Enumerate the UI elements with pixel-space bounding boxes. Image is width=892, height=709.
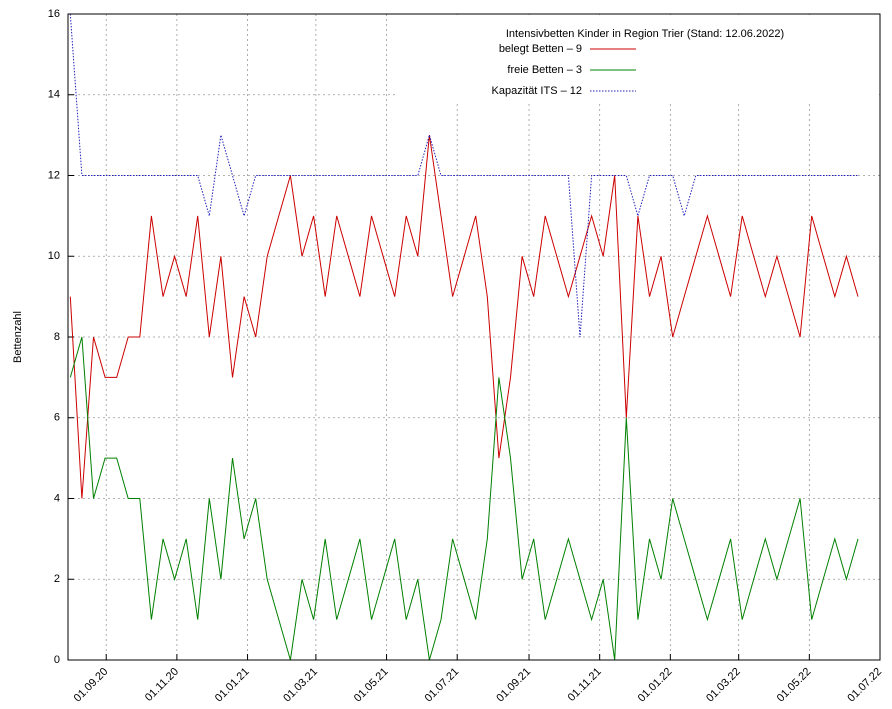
series-line xyxy=(69,13,858,338)
legend-label: belegt Betten – 9 xyxy=(499,43,582,55)
x-tick-label: 01.11.21 xyxy=(566,666,604,704)
y-tick-label: 16 xyxy=(48,8,60,20)
y-tick-label: 6 xyxy=(54,412,60,424)
series-line xyxy=(69,336,859,661)
plot-border xyxy=(67,13,881,661)
legend-label: Kapazität ITS – 12 xyxy=(492,85,583,97)
y-tick-label: 4 xyxy=(54,492,60,504)
x-tick-label: 01.05.21 xyxy=(352,666,391,705)
x-tick-label: 01.03.22 xyxy=(704,666,743,705)
legend-label: freie Betten – 3 xyxy=(507,64,582,76)
y-tick-label: 10 xyxy=(48,250,60,262)
legend-background xyxy=(395,15,879,103)
x-tick-label: 01.05.22 xyxy=(775,666,814,705)
x-tick-label: 01.07.22 xyxy=(845,666,884,705)
y-tick-label: 2 xyxy=(54,573,60,585)
x-tick-label: 01.01.21 xyxy=(213,666,252,705)
y-tick-label: 14 xyxy=(48,89,60,101)
y-axis-label: Bettenzahl xyxy=(12,311,24,363)
x-tick-label: 01.11.20 xyxy=(143,666,181,704)
y-tick-label: 0 xyxy=(54,654,60,666)
x-tick-label: 01.03.21 xyxy=(281,666,320,705)
x-tick-label: 01.07.21 xyxy=(423,666,462,705)
y-tick-label: 12 xyxy=(48,169,60,181)
y-tick-label: 8 xyxy=(54,331,60,343)
x-tick-label: 01.09.21 xyxy=(494,666,533,705)
legend-title: Intensivbetten Kinder in Region Trier (S… xyxy=(506,28,784,40)
x-tick-label: 01.09.20 xyxy=(72,666,111,705)
series-line xyxy=(69,135,859,499)
x-tick-label: 01.01.22 xyxy=(636,666,675,705)
